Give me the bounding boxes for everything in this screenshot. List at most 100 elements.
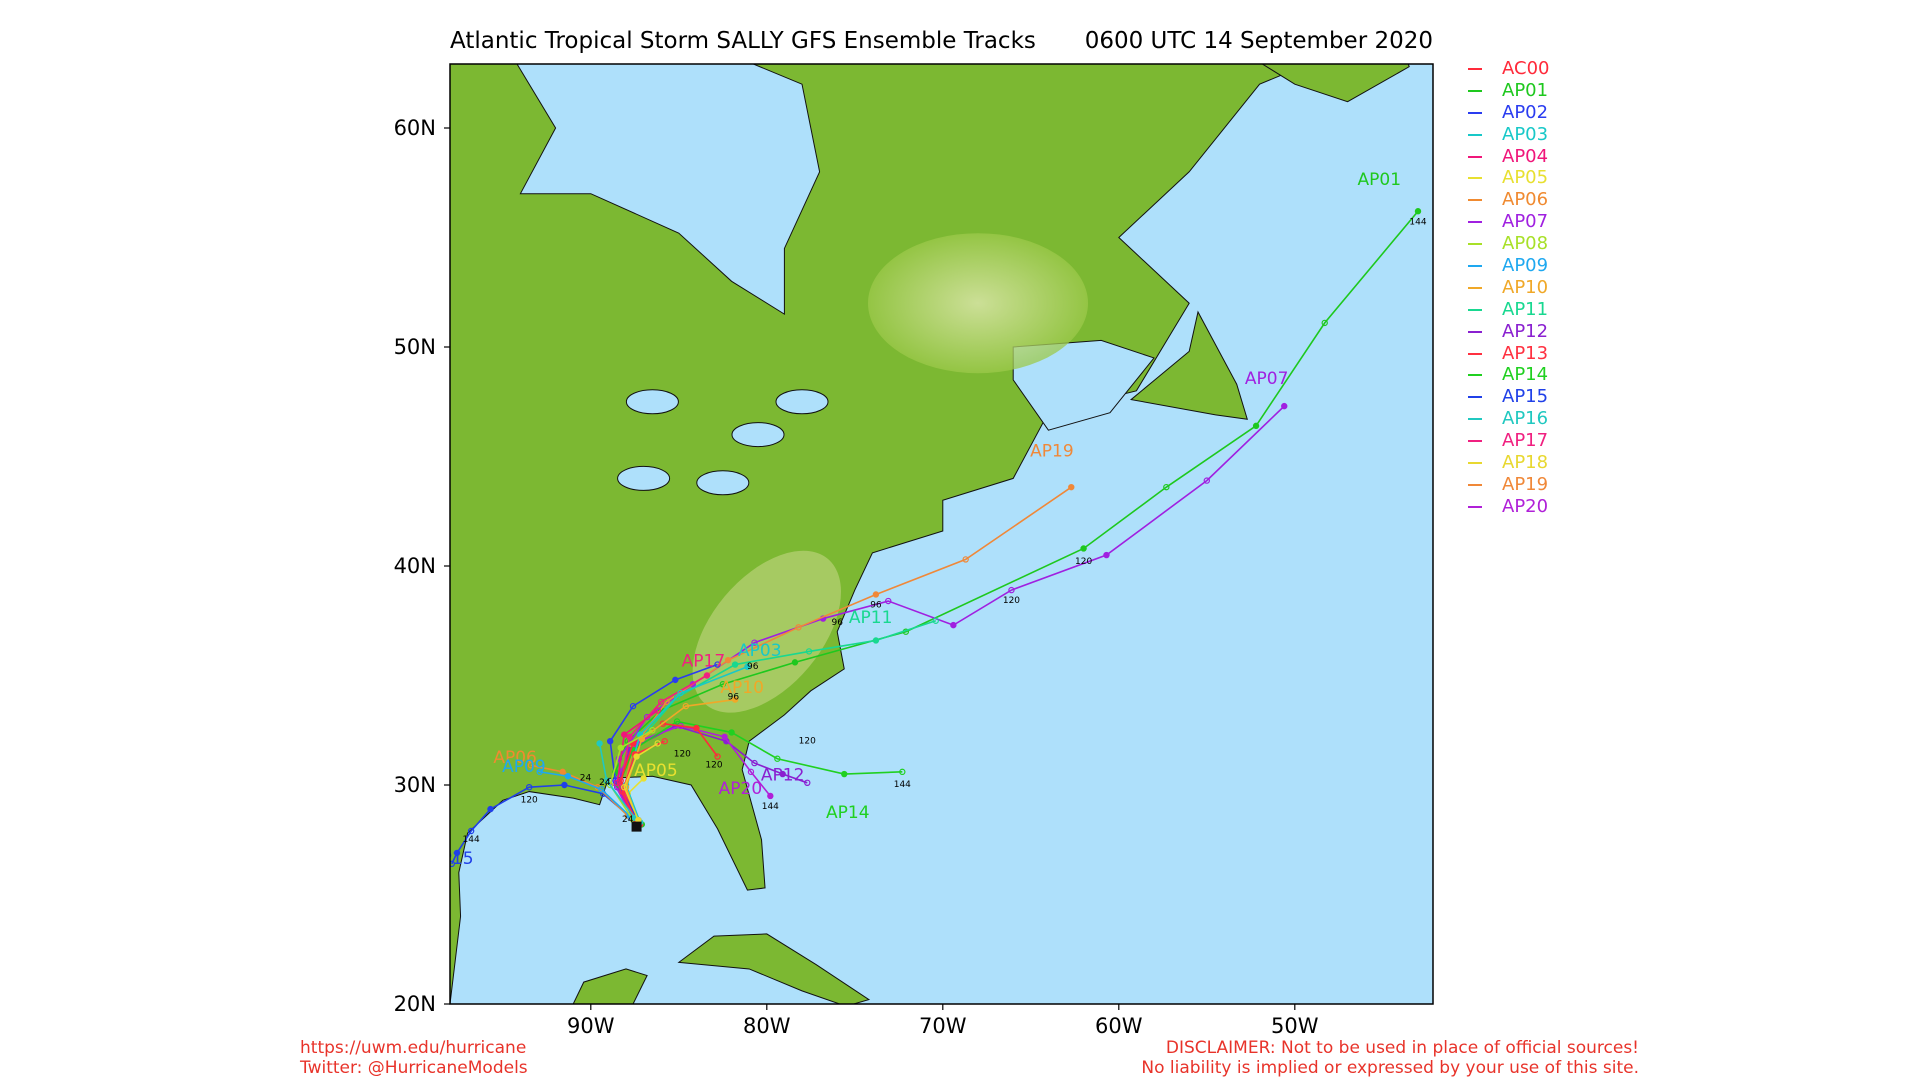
footer-credits: https://uwm.edu/hurricane Twitter: @Hurr…	[300, 1038, 528, 1078]
gulf-of-st-lawrence-water	[1012, 339, 1155, 431]
forecast-hour-label: 120	[1075, 557, 1092, 567]
yucatan-land	[572, 968, 648, 1004]
track-ap09	[536, 768, 633, 819]
track-point	[606, 781, 614, 789]
track-point	[1080, 545, 1087, 552]
legend-swatch	[1468, 352, 1482, 355]
legend-swatch	[1468, 221, 1482, 224]
newfoundland-land	[1129, 310, 1248, 420]
legend-label: AP01	[1502, 79, 1549, 101]
legend-swatch	[1468, 308, 1482, 311]
track-point	[633, 753, 640, 760]
track-label-ap17: AP17	[682, 652, 726, 672]
legend-swatch	[1468, 111, 1482, 114]
track-point	[661, 738, 668, 745]
track-point	[805, 648, 813, 655]
legend-swatch	[1468, 133, 1482, 136]
legend-label: AP15	[1502, 386, 1549, 408]
track-ap18	[621, 740, 661, 824]
disclaimer-line-2: No liability is implied or expressed by …	[1141, 1058, 1639, 1078]
track-point	[1281, 402, 1288, 410]
legend-swatch	[1468, 199, 1482, 202]
legend-label: AP20	[1502, 495, 1549, 517]
footer-disclaimer: DISCLAIMER: Not to be used in place of o…	[1141, 1038, 1639, 1078]
track-point	[658, 698, 665, 705]
legend-swatch	[1468, 396, 1482, 399]
legend-swatch	[1468, 68, 1482, 70]
forecast-hour-label: 96	[728, 693, 740, 703]
track-point	[487, 805, 494, 813]
legend-label: AP19	[1502, 473, 1549, 495]
forecast-hour-label: 96	[870, 601, 882, 611]
north-america-land	[450, 64, 1310, 1004]
legend-label: AP11	[1502, 298, 1549, 320]
track-label-ap15: AP15	[430, 849, 474, 869]
track-label-ap07: AP07	[1245, 369, 1289, 389]
track-point	[714, 661, 721, 668]
legend-label: AP13	[1502, 342, 1549, 364]
legend-label: AP03	[1502, 123, 1549, 145]
track-point	[885, 597, 892, 605]
track-point	[728, 729, 735, 736]
legend-item-ap20: AP20	[1468, 496, 1549, 518]
great-lake-water	[617, 465, 671, 491]
great-lake-water	[625, 389, 679, 415]
legend-label: AP16	[1502, 408, 1549, 430]
legend-swatch	[1468, 505, 1482, 508]
track-point	[654, 740, 661, 747]
legend-item-ap17: AP17	[1468, 430, 1549, 452]
track-ap16	[596, 740, 639, 822]
disclaimer-line-1: DISCLAIMER: Not to be used in place of o…	[1165, 1038, 1639, 1058]
legend-swatch	[1468, 440, 1482, 443]
track-point	[673, 694, 681, 701]
track-point	[677, 689, 684, 697]
hudson-bay-water	[516, 64, 821, 316]
legend: AC00 AP01 AP02 AP03 AP04 AP05 AP06 AP07 AP08 AP09…	[1468, 58, 1549, 518]
lat-tick-label: 20N	[394, 992, 436, 1016]
track-point	[467, 827, 475, 835]
great-lake-water	[696, 470, 750, 496]
legend-item-ap13: AP13	[1468, 343, 1549, 365]
footer-url[interactable]: https://uwm.edu/hurricane	[300, 1038, 527, 1058]
legend-label: AP02	[1502, 101, 1549, 123]
track-point	[872, 591, 880, 598]
track-point	[731, 696, 739, 703]
lat-tick-label: 30N	[394, 773, 436, 797]
legend-label: AP09	[1502, 255, 1549, 277]
track-label-ap06: AP06	[493, 748, 537, 768]
track-label-ap01: AP01	[1358, 170, 1402, 190]
lon-tick-label: 50W	[1271, 1014, 1319, 1038]
track-point	[744, 663, 751, 670]
legend-item-ap06: AP06	[1468, 189, 1549, 211]
forecast-hour-label: 120	[521, 796, 538, 806]
track-point	[1203, 477, 1211, 484]
track-point	[747, 768, 755, 776]
track-point	[841, 770, 848, 778]
track-point	[621, 783, 628, 791]
legend-item-ap11: AP11	[1468, 299, 1549, 321]
track-point	[603, 777, 610, 784]
legend-label: AC00	[1502, 58, 1550, 79]
legend-item-ap02: AP02	[1468, 102, 1549, 124]
track-point	[767, 792, 774, 800]
appalachian-highland	[692, 550, 841, 713]
track-point	[1252, 422, 1260, 430]
forecast-hour-label: 24	[599, 778, 611, 788]
track-point	[536, 768, 543, 776]
track-point	[617, 744, 624, 751]
track-point	[526, 783, 533, 791]
track-point	[721, 733, 728, 741]
legend-swatch	[1468, 243, 1482, 246]
forecast-hour-label: 120	[799, 736, 816, 746]
track-line	[616, 709, 659, 823]
lon-tick-label: 70W	[919, 1014, 967, 1038]
lon-tick-label: 90W	[567, 1014, 615, 1038]
track-point	[659, 720, 667, 727]
track-point	[453, 849, 461, 857]
track-point	[751, 759, 758, 767]
track-point	[596, 740, 603, 747]
legend-item-ap16: AP16	[1468, 408, 1549, 430]
footer-twitter[interactable]: Twitter: @HurricaneModels	[300, 1058, 528, 1078]
track-point	[527, 762, 535, 769]
